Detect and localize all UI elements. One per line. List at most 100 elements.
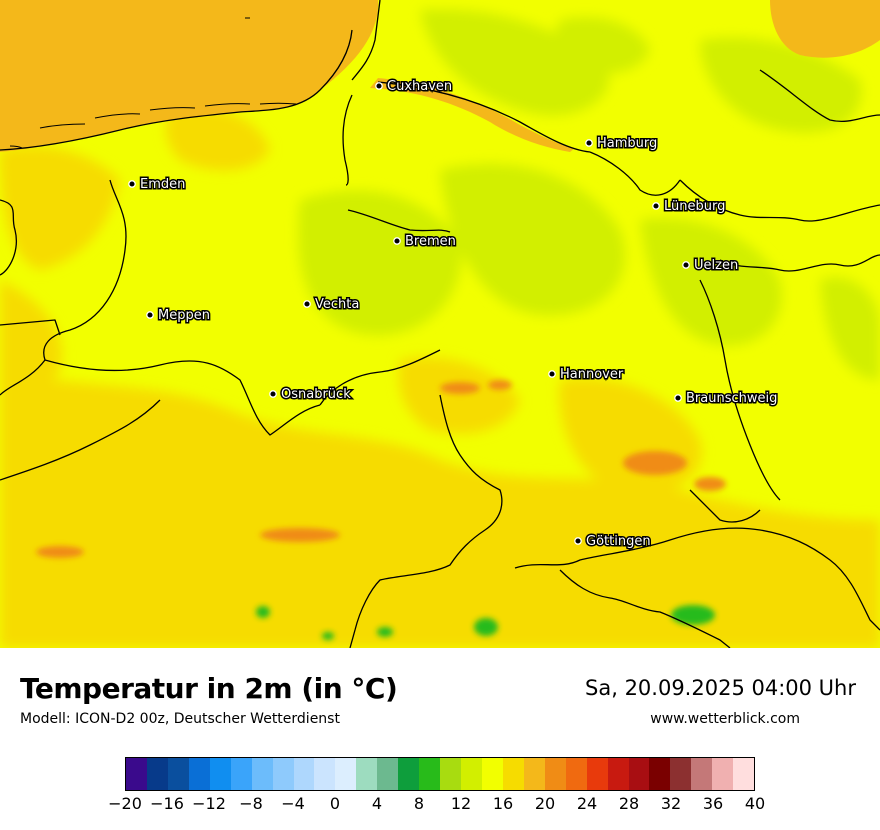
color-scale-tick-label: −12 <box>192 794 226 813</box>
color-scale-tick-label: 24 <box>576 794 598 813</box>
color-swatch <box>607 758 629 790</box>
color-scale-tick-label: −20 <box>108 794 142 813</box>
color-swatch <box>481 758 503 790</box>
map-canvas: Cuxhaven Hamburg Emden Lüneburg Bremen Uelzen… <box>0 0 880 648</box>
color-scale-tick-label: 28 <box>618 794 640 813</box>
city-label: Göttingen <box>586 534 651 549</box>
city-marker[interactable]: Osnabrück <box>269 386 353 404</box>
website-link[interactable]: www.wetterblick.com <box>650 711 800 727</box>
color-scale-tick-label: 20 <box>534 794 556 813</box>
city-label: Bremen <box>405 234 456 249</box>
city-label: Uelzen <box>694 258 738 273</box>
color-scale-tick-label: −4 <box>281 794 305 813</box>
city-marker[interactable]: Meppen <box>146 307 211 325</box>
city-dot <box>269 390 277 398</box>
color-swatch <box>670 758 692 790</box>
state-boundaries <box>0 0 880 648</box>
color-swatch <box>586 758 608 790</box>
warm-temperature-zones <box>0 107 880 648</box>
city-dot <box>393 237 401 245</box>
city-label: Emden <box>140 177 185 192</box>
color-scale-tick-label: −16 <box>150 794 184 813</box>
color-swatch <box>419 758 441 790</box>
color-swatch <box>398 758 420 790</box>
color-swatch <box>293 758 315 790</box>
city-dot <box>674 394 682 402</box>
color-swatch <box>230 758 252 790</box>
color-scale-tick-label: 16 <box>492 794 514 813</box>
east-frisian-islands <box>9 17 297 149</box>
color-swatch <box>461 758 482 790</box>
city-marker[interactable]: Vechta <box>303 296 361 314</box>
color-swatch <box>544 758 566 790</box>
color-swatch <box>314 758 336 790</box>
color-swatch <box>440 758 461 790</box>
color-scale-tick-label: 40 <box>744 794 766 813</box>
city-label: Meppen <box>158 308 210 323</box>
color-swatch <box>649 758 671 790</box>
city-marker[interactable]: Bremen <box>393 233 457 251</box>
color-swatch <box>335 758 357 790</box>
color-swatch <box>377 758 399 790</box>
city-dot <box>548 370 556 378</box>
color-swatch <box>628 758 650 790</box>
color-swatch <box>272 758 294 790</box>
city-label: Lüneburg <box>664 199 725 214</box>
city-markers: Cuxhaven Hamburg Emden Lüneburg Bremen Uelzen… <box>128 78 779 551</box>
city-label: Hamburg <box>597 136 657 151</box>
hot-spots <box>36 380 726 558</box>
city-label: Vechta <box>315 297 359 312</box>
city-label: Osnabrück <box>281 387 351 402</box>
city-dot <box>574 537 582 545</box>
color-scale-tick-label: 4 <box>371 794 383 813</box>
color-scale-tick-label: 8 <box>413 794 425 813</box>
city-dot <box>682 261 690 269</box>
city-marker[interactable]: Cuxhaven <box>375 78 454 96</box>
color-scale-tick-label: 0 <box>329 794 341 813</box>
north-sea <box>0 0 379 152</box>
city-label: Hannover <box>560 367 624 382</box>
color-swatch <box>502 758 524 790</box>
model-subtitle: Modell: ICON-D2 00z, Deutscher Wetterdie… <box>20 711 340 727</box>
city-marker[interactable]: Braunschweig <box>674 390 779 408</box>
color-swatch <box>523 758 545 790</box>
color-swatch <box>188 758 210 790</box>
color-swatch <box>209 758 231 790</box>
color-swatch <box>691 758 713 790</box>
forecast-datetime: Sa, 20.09.2025 04:00 Uhr <box>585 676 856 700</box>
city-label: Cuxhaven <box>387 79 452 94</box>
city-dot <box>375 82 383 90</box>
city-dot <box>585 139 593 147</box>
color-swatch <box>356 758 378 790</box>
color-swatch <box>146 758 168 790</box>
city-label: Braunschweig <box>686 391 777 406</box>
cool-temperature-zones <box>298 9 880 380</box>
temperature-map[interactable]: Cuxhaven Hamburg Emden Lüneburg Bremen Uelzen… <box>0 0 880 648</box>
baltic-sea <box>770 0 880 58</box>
cold-spots <box>256 605 715 640</box>
color-scale-ticks: −20 −16 −12 −8 −4 0 4 8 12 16 20 24 28 32 36 40 <box>108 794 765 814</box>
city-marker[interactable]: Uelzen <box>682 257 740 275</box>
city-marker[interactable]: Hannover <box>548 366 625 384</box>
city-dot <box>128 180 136 188</box>
city-dot <box>652 202 660 210</box>
color-scale-tick-label: 12 <box>450 794 472 813</box>
city-dot <box>303 300 311 308</box>
map-title: Temperatur in 2m (in °C) <box>20 672 398 705</box>
city-dot <box>146 311 154 319</box>
color-scale-tick-label: 36 <box>702 794 724 813</box>
color-swatch <box>712 758 734 790</box>
elbe-mouth <box>370 78 575 152</box>
color-swatch <box>167 758 189 790</box>
city-marker[interactable]: Hamburg <box>585 135 659 153</box>
color-scale-tick-label: −8 <box>239 794 263 813</box>
city-marker[interactable]: Lüneburg <box>652 198 727 216</box>
color-scale-tick-label: 32 <box>660 794 682 813</box>
color-swatch <box>251 758 273 790</box>
color-swatch <box>126 758 147 790</box>
legend-panel: Temperatur in 2m (in °C) Modell: ICON-D2… <box>0 648 880 830</box>
color-swatch <box>565 758 587 790</box>
city-marker[interactable]: Göttingen <box>574 533 652 551</box>
color-scale-bar <box>125 757 755 791</box>
city-marker[interactable]: Emden <box>128 176 187 194</box>
